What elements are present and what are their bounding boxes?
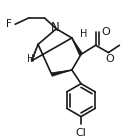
Text: H: H — [27, 53, 34, 64]
Text: O: O — [101, 27, 110, 37]
Text: N: N — [51, 21, 60, 34]
Text: Cl: Cl — [76, 129, 86, 138]
Text: O: O — [105, 54, 114, 64]
Polygon shape — [72, 38, 83, 55]
Text: F: F — [6, 19, 12, 29]
Polygon shape — [51, 70, 72, 76]
Text: H: H — [80, 29, 87, 39]
